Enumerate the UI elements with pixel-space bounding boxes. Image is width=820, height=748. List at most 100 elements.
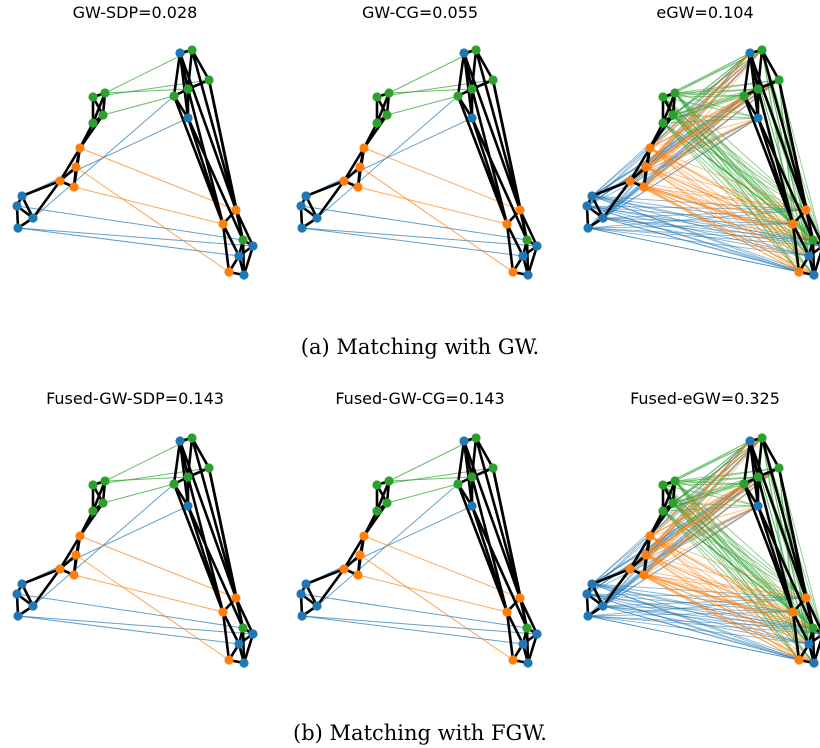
graph-edge (470, 116, 529, 242)
matching-line (586, 205, 807, 211)
matching-line (104, 437, 193, 482)
matching-line (649, 52, 751, 149)
matching-line (643, 95, 745, 188)
graph-node (12, 589, 22, 599)
graph-node (384, 476, 394, 486)
graph-node (774, 463, 784, 473)
graph-node (788, 607, 798, 617)
graph-node (453, 479, 463, 489)
graph-node (238, 623, 248, 633)
graph-edge (462, 51, 522, 212)
graph-edge (748, 51, 760, 120)
graph-node (488, 463, 498, 473)
graph-edge (31, 179, 62, 220)
graph-node (13, 223, 23, 233)
graph-node (183, 501, 193, 511)
graph-node (169, 91, 179, 101)
graph-edge (648, 113, 675, 150)
matching-line (643, 440, 751, 576)
graph-edge (221, 222, 231, 274)
graph-node (187, 433, 197, 443)
graph-node (353, 570, 363, 580)
graph-node (739, 479, 749, 489)
graph-edge (304, 179, 346, 198)
graph-node (312, 601, 322, 611)
graph-nodes (582, 433, 820, 668)
matching-line (591, 440, 751, 585)
matching-line (645, 117, 759, 168)
graph-node (753, 84, 763, 94)
graph-node (794, 267, 804, 277)
graph-node (668, 498, 678, 508)
matching-line (649, 437, 763, 537)
graph-node (801, 205, 811, 215)
graph-node (658, 118, 668, 128)
matching-line (662, 88, 759, 98)
graph-node (801, 593, 811, 603)
graph-node (467, 472, 477, 482)
matching-line (359, 554, 514, 661)
graph-node (467, 501, 477, 511)
graph-edge (462, 51, 474, 120)
matching-line (629, 437, 763, 570)
graph-node (231, 205, 241, 215)
graph-edge (241, 626, 246, 665)
graph-edge (804, 596, 820, 631)
graph-edge (186, 504, 245, 630)
matching-line (649, 535, 810, 645)
matching-line (662, 440, 751, 512)
matching-line (602, 437, 763, 607)
matching-line (674, 49, 763, 94)
graph-node (641, 550, 651, 560)
graph-node (515, 205, 525, 215)
matching-line (649, 440, 751, 537)
graph-node (169, 479, 179, 489)
matching-line (629, 88, 759, 182)
graph-edge (31, 567, 62, 608)
graph-node (239, 658, 249, 668)
graph-node (339, 176, 349, 186)
graph-node (204, 75, 214, 85)
graph-edge (628, 146, 652, 183)
graph-node (355, 162, 365, 172)
matching-line (79, 147, 237, 211)
graph-edge (505, 610, 515, 662)
graph-edge (242, 244, 255, 277)
matching-line (643, 437, 763, 576)
graph-edge (505, 222, 525, 258)
graph-nodes (12, 45, 258, 280)
graph-edge (601, 567, 632, 608)
graph-edge (505, 610, 525, 646)
graph-node (518, 639, 528, 649)
graph-node (582, 589, 592, 599)
matching-line (672, 502, 820, 632)
graph-edge (811, 238, 816, 277)
graph-node (248, 629, 258, 639)
graph-nodes (582, 45, 820, 280)
graph-node (459, 48, 469, 58)
graph-node (382, 498, 392, 508)
matching-line (643, 483, 745, 576)
graph-node (359, 143, 369, 153)
panel-title-gw-sdp: GW-SDP=0.028 (73, 3, 198, 22)
graph-node (774, 75, 784, 85)
matching-line (645, 166, 810, 257)
graph-node (355, 550, 365, 560)
matching-line (587, 615, 810, 645)
graph-edges (299, 436, 539, 665)
graph-node (28, 213, 38, 223)
graph-edge (742, 94, 795, 226)
graph-node (668, 110, 678, 120)
matching-line (674, 480, 815, 664)
matching-line (301, 615, 538, 635)
graph-edge (172, 51, 182, 98)
matching-line (643, 186, 810, 257)
matching-line (643, 186, 815, 276)
matching-lines (586, 49, 820, 276)
graph-edge (78, 113, 105, 150)
graph-node (12, 201, 22, 211)
graph-node (183, 113, 193, 123)
graph-nodes (12, 433, 258, 668)
matching-line (301, 227, 524, 257)
graph-panel-fused-egw (582, 433, 820, 668)
